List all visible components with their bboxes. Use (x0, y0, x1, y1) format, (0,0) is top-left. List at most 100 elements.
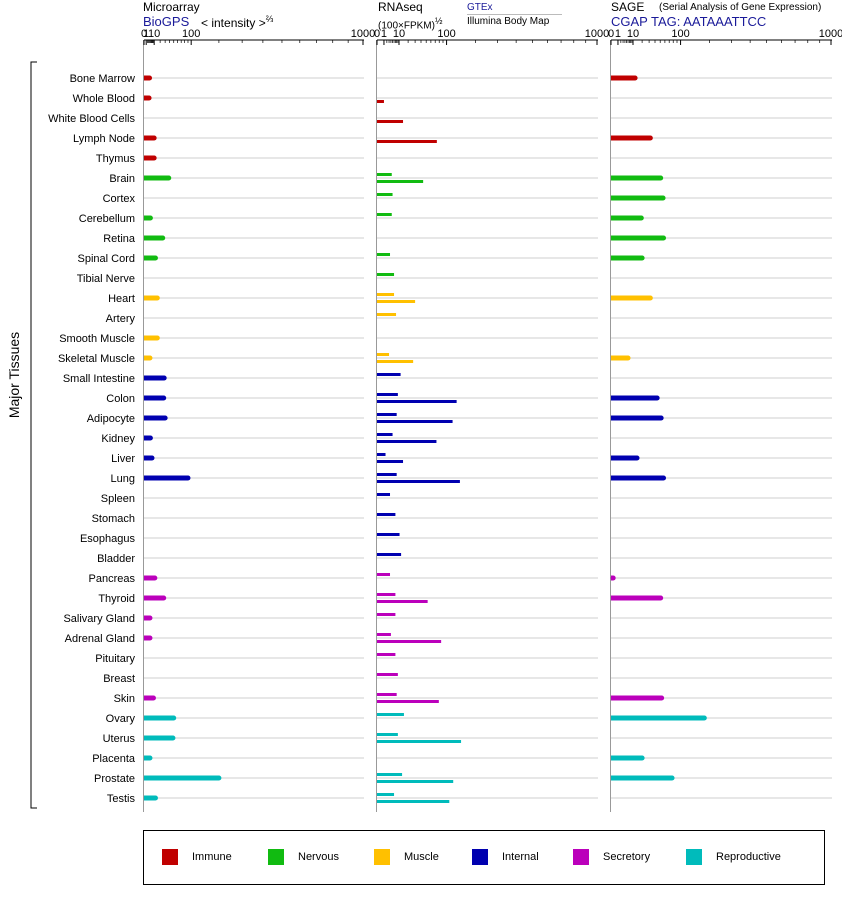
bar-end (150, 695, 156, 701)
fpkm-unit: (100×FPKM)½ (378, 16, 442, 31)
bar-illumina (377, 300, 416, 303)
tissue-label: Colon (106, 393, 135, 405)
bar (144, 475, 188, 481)
bar-illumina (377, 740, 462, 743)
x-tick-label: 10 (393, 28, 405, 40)
bar (144, 775, 219, 781)
bar-end (216, 775, 222, 781)
x-tick-label: 1 (143, 28, 149, 40)
tissue-label: Small Intestine (63, 373, 135, 385)
illumina-label: Illumina Body Map (467, 16, 550, 27)
legend-label: Reproductive (716, 851, 781, 863)
tissue-label: Tibial Nerve (77, 273, 135, 285)
bar-illumina (377, 180, 424, 183)
bar (611, 715, 705, 721)
bar-gtex (377, 293, 395, 296)
legend: Immune Nervous Muscle Internal Secretory Repr… (143, 830, 825, 885)
bar-end (152, 255, 158, 261)
bar-end (170, 735, 176, 741)
bar-end (161, 395, 167, 401)
tissue-label: Bone Marrow (70, 73, 135, 85)
tissue-label: Adipocyte (87, 413, 135, 425)
tissue-label: Artery (106, 313, 136, 325)
bar (611, 595, 661, 601)
legend-label: Nervous (298, 851, 339, 863)
bar-illumina (377, 420, 453, 423)
legend-item: Internal (472, 849, 539, 865)
legend-label: Immune (192, 851, 232, 863)
biogps-label: BioGPS (143, 14, 190, 29)
bar (144, 415, 166, 421)
bar-end (658, 175, 664, 181)
bar-end (161, 595, 167, 601)
bar (144, 635, 150, 641)
bar-end (147, 755, 153, 761)
bar-end (152, 795, 158, 801)
bar-gtex (377, 773, 403, 776)
bar (611, 695, 662, 701)
bar-illumina (377, 100, 384, 103)
bar-gtex (377, 413, 397, 416)
bar-gtex (377, 393, 398, 396)
tissue-label: Pituitary (95, 653, 135, 665)
bar-end (160, 235, 166, 241)
bar (611, 175, 661, 181)
intensity-unit-text: < intensity > (201, 16, 266, 30)
tissue-label: Thyroid (98, 593, 135, 605)
bar-gtex (377, 253, 391, 256)
bar-end (661, 475, 667, 481)
bar (144, 755, 150, 761)
tissue-label: Testis (107, 793, 136, 805)
x-tick-label: 100 (437, 28, 455, 40)
tissue-label: Whole Blood (73, 93, 135, 105)
tissue-label: Lung (111, 473, 135, 485)
bar (611, 135, 651, 141)
x-tick-label: 0 (374, 28, 380, 40)
tissue-label: Brain (109, 173, 135, 185)
bar-gtex (377, 493, 391, 496)
bar-end (154, 295, 160, 301)
bar-illumina (377, 460, 404, 463)
bar-end (647, 135, 653, 141)
bar (144, 335, 158, 341)
bar-gtex (377, 193, 393, 196)
bar-end (654, 395, 660, 401)
bar-gtex (377, 213, 392, 216)
bar-end (669, 775, 675, 781)
tissue-label: Ovary (106, 713, 136, 725)
bar-illumina (377, 140, 437, 143)
legend-swatch (573, 849, 589, 865)
bar-end (661, 235, 667, 241)
bar (144, 795, 156, 801)
bar-illumina (377, 400, 457, 403)
bar-gtex (377, 273, 395, 276)
tissue-bracket (30, 61, 37, 809)
bar-gtex (377, 513, 396, 516)
bar-illumina (377, 600, 428, 603)
bar (611, 355, 629, 361)
bar-end (152, 575, 158, 581)
bar (611, 75, 636, 81)
tissue-label: Salivary Gland (63, 613, 135, 625)
tissue-label: Spinal Cord (78, 253, 135, 265)
x-tick-label: 1000 (819, 28, 842, 40)
cgap-tag: CGAP TAG: AATAAATTCC (611, 14, 767, 29)
bar (611, 775, 673, 781)
tissue-label: Placenta (92, 753, 136, 765)
bar (611, 235, 664, 241)
x-tick-label: 0 (141, 28, 147, 40)
bar (144, 75, 150, 81)
bar-gtex (377, 433, 393, 436)
bar-end (660, 195, 666, 201)
bar-end (162, 415, 168, 421)
tissue-label: Cerebellum (79, 213, 135, 225)
bar (144, 595, 164, 601)
bar-end (639, 755, 645, 761)
bar-gtex (377, 673, 398, 676)
tissue-label: Kidney (101, 433, 135, 445)
tissue-label: Pancreas (89, 573, 136, 585)
legend-label: Internal (502, 851, 539, 863)
bar (144, 235, 163, 241)
bar-gtex (377, 613, 396, 616)
bar-end (625, 355, 631, 361)
